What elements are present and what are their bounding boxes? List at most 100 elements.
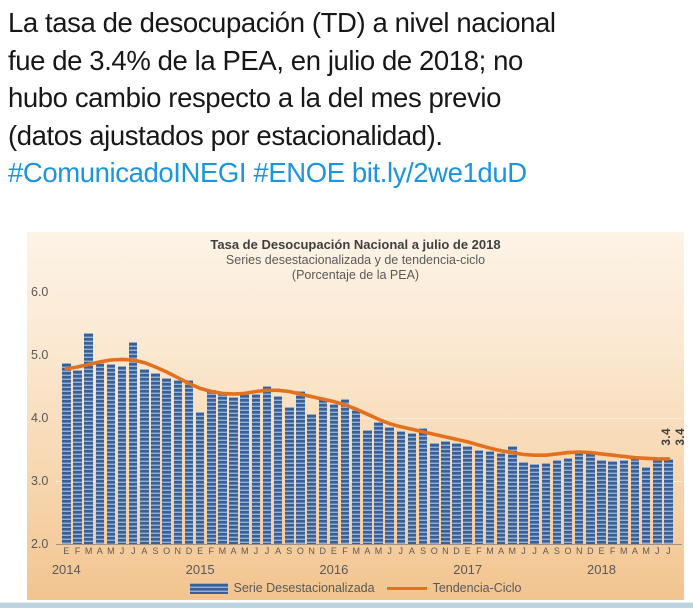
bar-37 [474, 449, 484, 544]
bar-19 [273, 395, 283, 544]
hashtag-enoe[interactable]: #ENOE [253, 157, 345, 188]
month-label: A [275, 546, 282, 556]
bar-11 [184, 380, 194, 544]
month-label: A [230, 546, 237, 556]
bar-23 [318, 399, 327, 544]
bar-2 [84, 332, 93, 544]
month-label: E [464, 546, 471, 556]
month-label: J [130, 546, 136, 556]
bar-42 [530, 463, 539, 544]
month-label: F [342, 546, 348, 556]
month-label: F [476, 546, 482, 556]
month-label: M [352, 546, 360, 556]
month-label: M [107, 546, 115, 556]
month-label: J [398, 546, 404, 556]
bar-12 [195, 411, 205, 544]
tweet-line: (datos ajustados por estacionalidad). [8, 119, 443, 151]
bar-35 [452, 442, 461, 544]
month-label: A [141, 546, 148, 556]
bar-22 [307, 414, 316, 544]
month-label: M [218, 546, 227, 556]
bar-9 [162, 378, 171, 544]
gridline [56, 355, 682, 356]
month-label: F [609, 546, 616, 556]
month-label: J [253, 546, 259, 556]
month-label: M [240, 546, 249, 556]
month-label: J [387, 546, 392, 556]
chart-unit-note: (Porcentaje de la PEA) [291, 268, 420, 282]
bar-6 [128, 342, 138, 544]
legend-item-serie: Serie Desestacionalizada [189, 581, 375, 595]
bar-52 [641, 467, 651, 544]
gridline [56, 418, 682, 419]
month-label: S [420, 546, 427, 556]
month-label: S [553, 546, 560, 556]
month-label: A [408, 546, 415, 556]
bar-31 [407, 433, 417, 544]
bar-26 [351, 409, 361, 544]
gridline [56, 292, 682, 293]
hashtag-comunicado-inegi[interactable]: #ComunicadoINEGI [8, 157, 247, 188]
month-label: D [453, 546, 460, 556]
year-label-2017: 2017 [453, 562, 483, 577]
bar-36 [463, 446, 472, 544]
legend-label-tendencia: Tendencia-Ciclo [432, 581, 522, 595]
month-label: E [598, 546, 605, 556]
bitly-link[interactable]: bit.ly/2we1duD [351, 157, 527, 188]
bar-10 [173, 380, 183, 544]
month-label: J [666, 546, 671, 556]
month-label: O [430, 546, 438, 556]
tweet-text: La tasa de desocupación (TD) a nivel nac… [8, 4, 690, 192]
year-label-2014: 2014 [51, 562, 81, 577]
bar-20 [285, 406, 294, 544]
chart-title: Tasa de Desocupación Nacional a julio de… [210, 237, 501, 252]
bar-45 [563, 458, 573, 544]
bar-54 [664, 458, 673, 544]
bar-17 [251, 394, 261, 544]
month-label: A [631, 546, 638, 556]
legend-label-serie: Serie Desestacionalizada [233, 581, 375, 595]
month-label: M [486, 546, 494, 556]
last-value-label-tendencia: 3.4 [675, 428, 687, 446]
y-axis-tick-label: 5.0 [31, 348, 49, 362]
bar-3 [95, 363, 104, 544]
bar-27 [363, 429, 372, 544]
bar-4 [106, 363, 116, 544]
bar-34 [441, 441, 450, 544]
bar-25 [340, 399, 350, 544]
month-label: N [442, 546, 449, 556]
month-label: M [84, 546, 93, 556]
bar-33 [430, 443, 439, 544]
bar-13 [207, 389, 216, 544]
bar-21 [296, 390, 305, 544]
month-label: E [330, 546, 337, 556]
month-label: O [564, 546, 572, 556]
month-label: J [521, 546, 526, 556]
bar-38 [485, 450, 495, 544]
month-label: N [308, 546, 315, 556]
chart-image[interactable]: Tasa de Desocupación Nacional a julio de… [27, 232, 687, 600]
month-label: E [63, 546, 70, 556]
legend-item-tendencia: Tendencia-Ciclo [386, 581, 522, 595]
bar-53 [653, 458, 662, 544]
month-label: A [364, 546, 371, 556]
bar-39 [496, 452, 506, 544]
tweet-line: fue de 3.4% de la PEA, en julio de 2018;… [8, 44, 523, 76]
month-label: A [498, 546, 505, 556]
month-label: D [319, 546, 327, 556]
month-label: M [374, 546, 383, 556]
month-label: F [74, 546, 81, 556]
month-label: J [532, 546, 537, 556]
bar-15 [229, 397, 238, 544]
bar-51 [630, 457, 640, 544]
month-label: E [197, 546, 204, 556]
bar-50 [619, 459, 629, 544]
bar-28 [374, 421, 383, 544]
chart-legend: Serie Desestacionalizada Tendencia-Ciclo [27, 581, 684, 595]
last-value-label-serie: 3.4 [661, 428, 673, 446]
bar-30 [396, 430, 406, 544]
month-label: F [208, 546, 215, 556]
chart-subtitle: Series desestacionalizada y de tendencia… [225, 253, 486, 267]
bar-29 [385, 427, 394, 544]
y-axis-tick-label: 2.0 [31, 537, 49, 551]
